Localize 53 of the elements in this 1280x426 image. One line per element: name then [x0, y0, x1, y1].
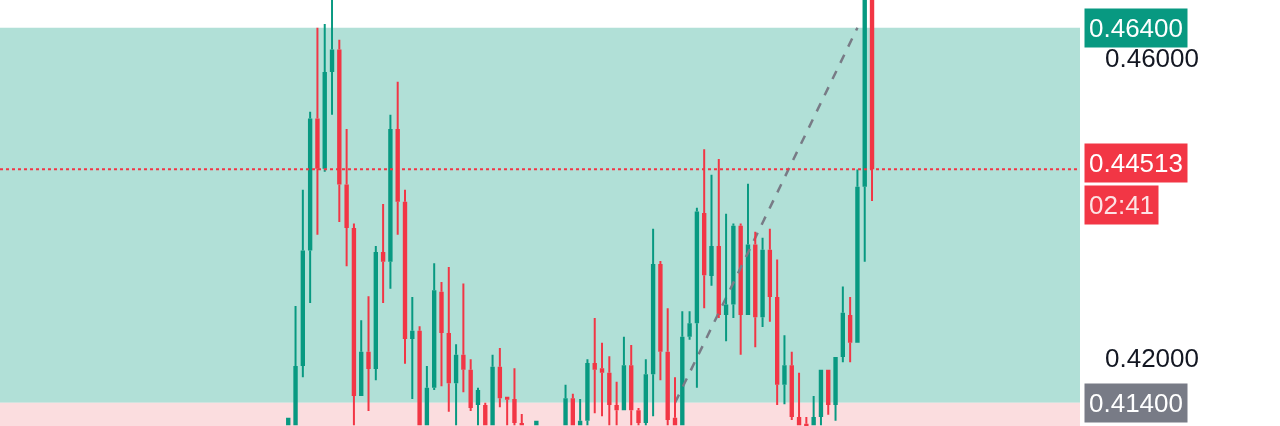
candlestick — [307, 110, 313, 304]
candlestick — [694, 206, 700, 389]
text: 02:41 — [1089, 190, 1155, 220]
candlestick — [512, 367, 517, 426]
candlestick — [774, 258, 780, 406]
candlestick — [592, 317, 597, 415]
candlestick — [424, 365, 430, 426]
candlestick — [461, 282, 466, 394]
candlestick — [402, 188, 408, 365]
candlestick — [359, 319, 364, 396]
band-label: 0.46400 — [1089, 13, 1183, 43]
candlestick — [847, 296, 853, 364]
candlestick — [497, 347, 503, 409]
candlestick — [504, 396, 510, 426]
candlestick — [665, 307, 670, 426]
candlestick — [293, 305, 298, 426]
candlestick — [643, 358, 648, 426]
candlestick — [629, 344, 634, 426]
candlestick — [709, 173, 714, 287]
y-tick-label: 0.46000 — [1105, 42, 1199, 73]
candlestick — [614, 380, 619, 426]
candlestick — [650, 227, 656, 418]
candlestick — [782, 334, 787, 406]
candlestick — [767, 227, 773, 323]
band-label: 0.41400 — [1089, 388, 1183, 418]
candlestick — [446, 266, 451, 413]
candlestick — [621, 335, 627, 411]
candlestick — [417, 325, 422, 426]
candlestick — [439, 281, 444, 388]
candlestick — [658, 260, 663, 382]
candlestick — [862, 0, 867, 263]
candlestick — [468, 358, 473, 412]
y-tick-label: 0.42000 — [1105, 342, 1199, 373]
candlestick — [753, 230, 758, 349]
candlestick — [607, 355, 612, 426]
candlestick — [789, 350, 794, 421]
candlestick — [373, 245, 378, 382]
candlestick — [563, 383, 568, 426]
candlestick — [453, 343, 459, 426]
candlestick — [388, 113, 393, 290]
ref-line-label: 0.44513 — [1089, 148, 1183, 178]
candlestick — [804, 416, 809, 426]
candlestick — [534, 420, 539, 426]
candlestick — [599, 341, 605, 418]
candlestick — [855, 168, 860, 343]
candlestick — [840, 285, 846, 364]
candlestick — [366, 295, 371, 412]
candlestick — [687, 310, 692, 341]
candlestick — [300, 188, 306, 379]
candlestick — [811, 395, 816, 426]
candlestick — [380, 203, 386, 304]
candlestick — [490, 353, 495, 426]
candlestick — [760, 236, 765, 328]
